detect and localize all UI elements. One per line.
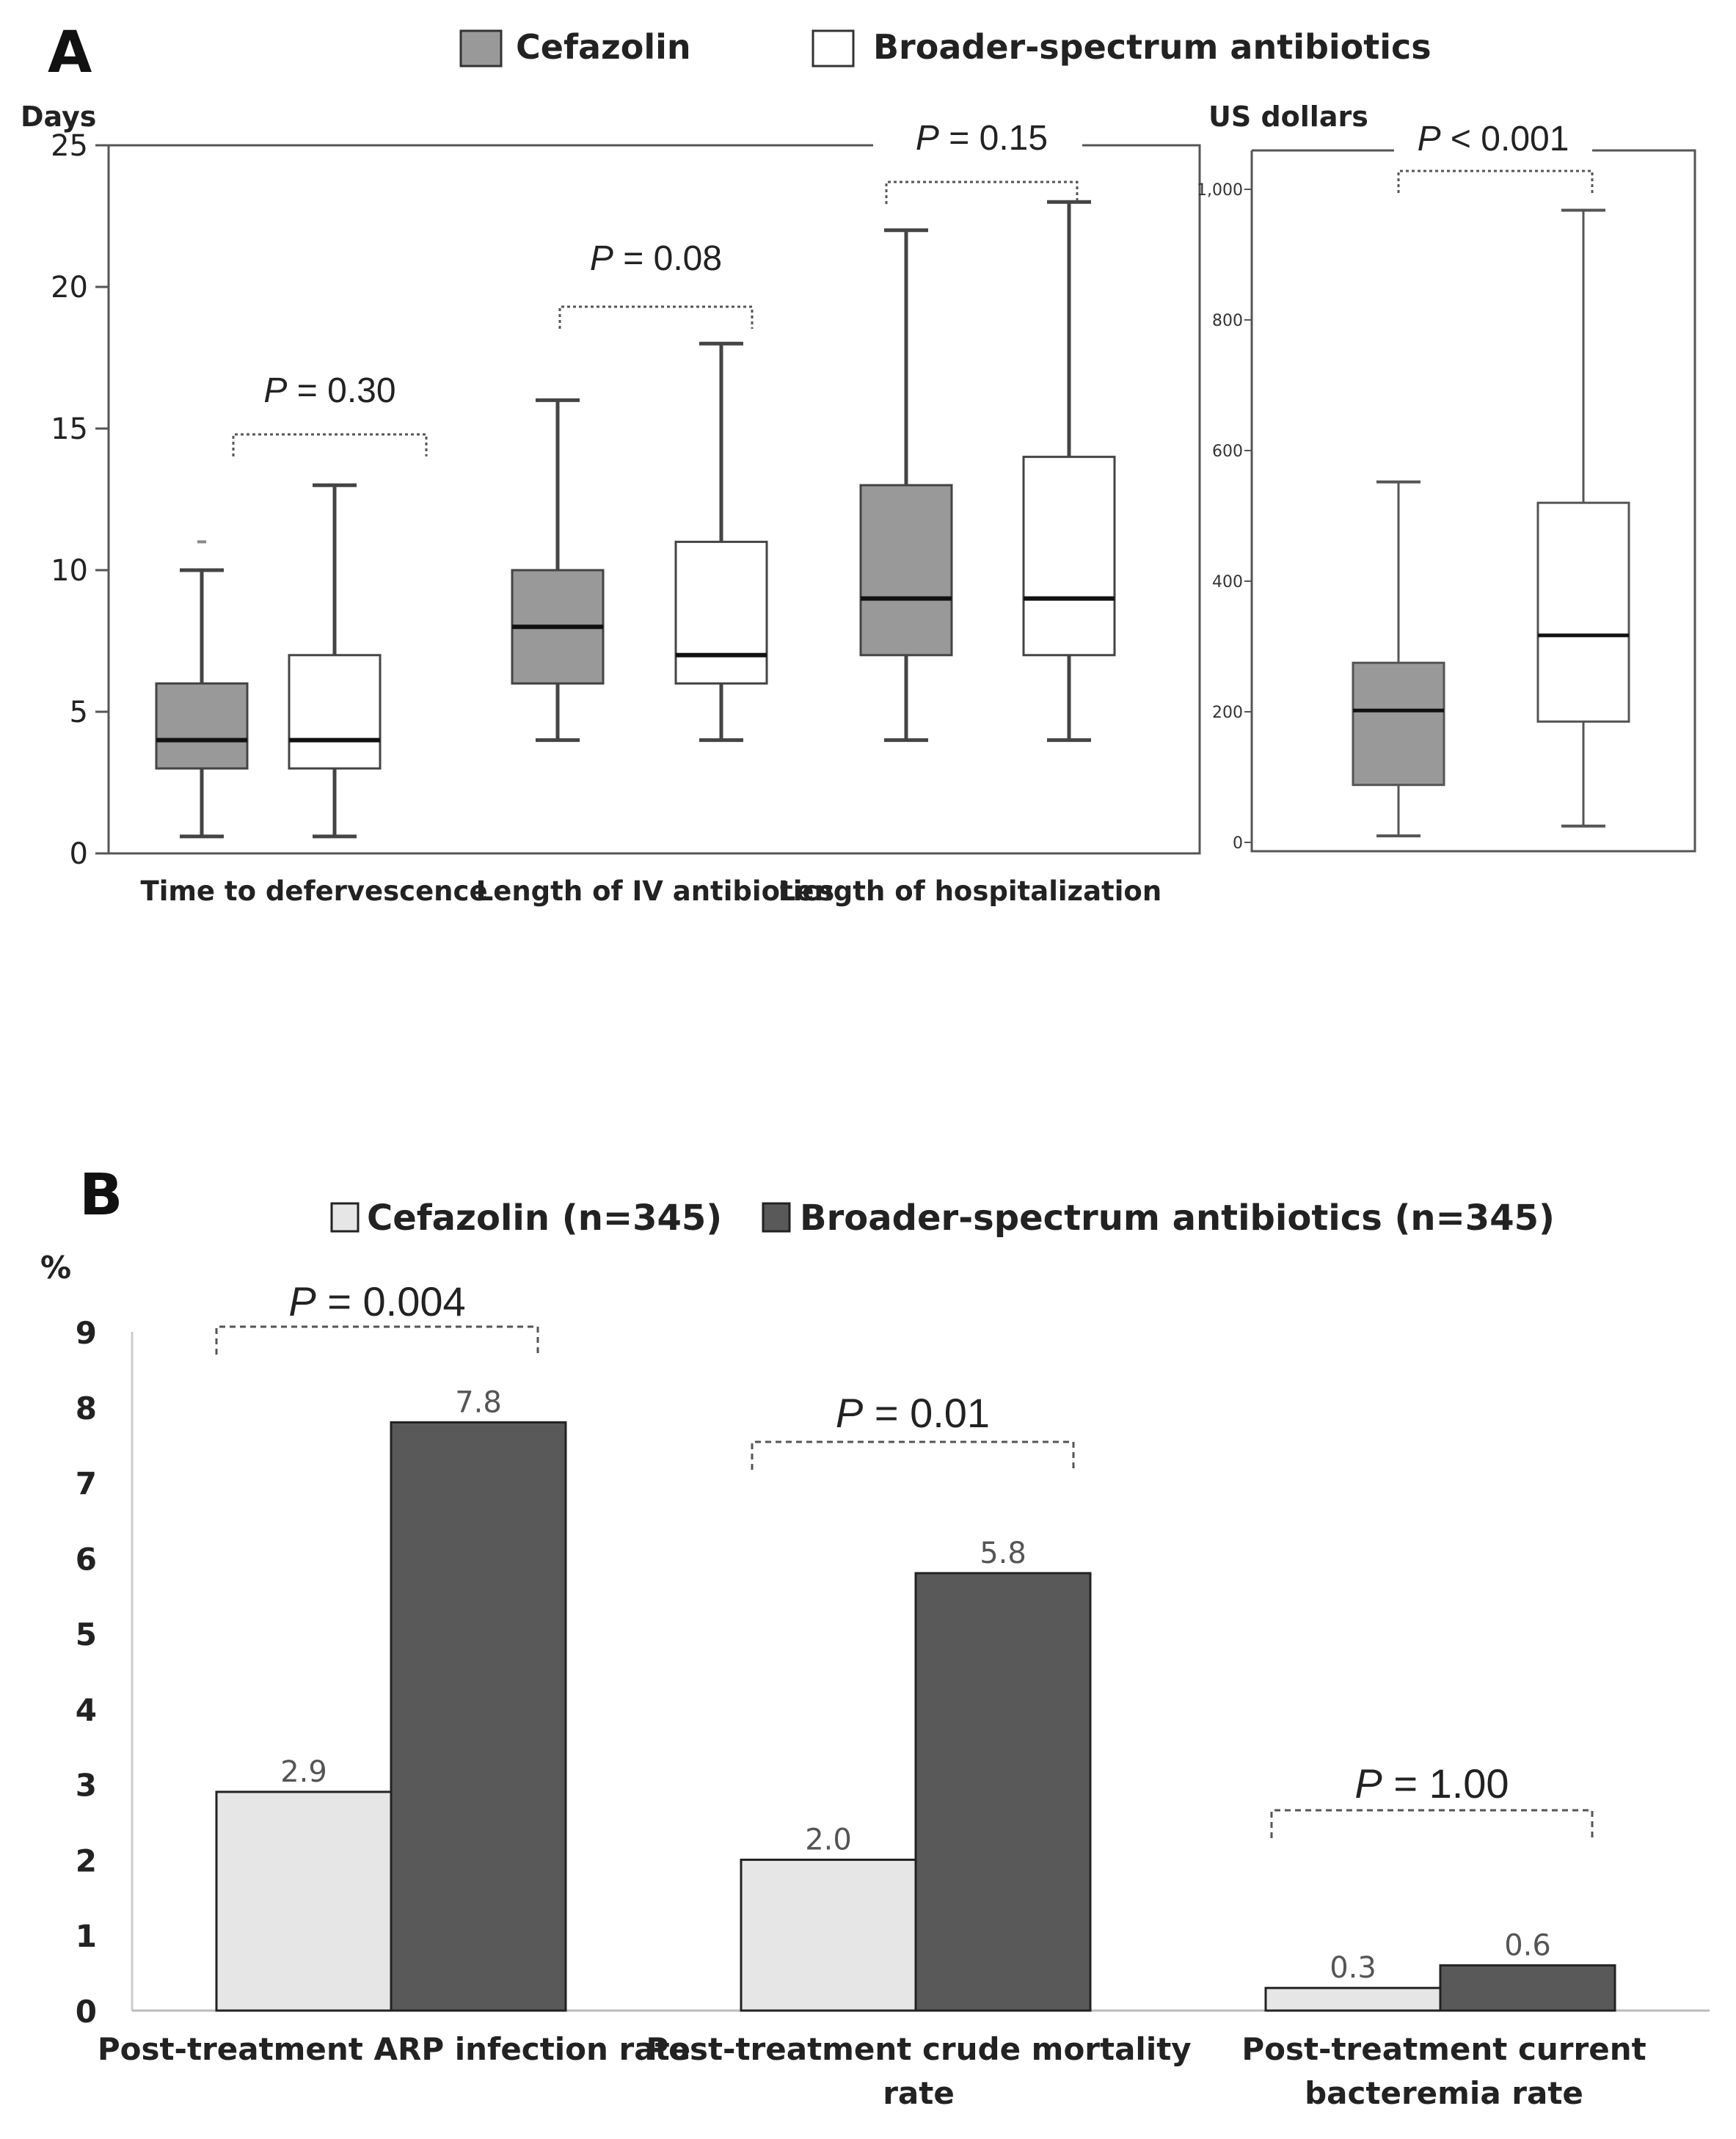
broader-bar-0 — [390, 1421, 567, 2012]
y-tick-label: 8 — [76, 1391, 97, 1426]
cost-plot-frame — [1250, 149, 1696, 853]
p-value-label-b-1: P = 0.01 — [836, 1390, 990, 1436]
legend-swatch-broader — [812, 29, 855, 68]
p-value-label-0-value: = 0.30 — [287, 371, 395, 410]
legend-swatch-cefazolin — [459, 29, 503, 68]
p-bracket-0 — [232, 433, 428, 456]
legend-swatch-cefazolin-n — [330, 1202, 360, 1233]
y-tick-label: 2 — [76, 1843, 97, 1879]
broader-bar-1-value-label: 5.8 — [980, 1537, 1026, 1570]
y-tick-label: 20 — [51, 271, 88, 305]
p-value-label-2-value: = 0.15 — [939, 119, 1048, 158]
cost-p-value-label-p: P — [1418, 120, 1441, 158]
y-tick-label: 4 — [76, 1692, 97, 1728]
x-category-label: Post-treatment ARP infection rate — [98, 2031, 690, 2067]
p-value-label-1: P = 0.08 — [590, 239, 722, 278]
p-value-label-2: P = 0.15 — [916, 119, 1048, 158]
cefazolin-bar-1 — [740, 1858, 917, 2012]
y-axis-title-days: Days — [21, 101, 96, 133]
cefazolin-bar-1-value-label: 2.0 — [805, 1823, 852, 1856]
broader-bar-0-value-label: 7.8 — [455, 1385, 502, 1419]
p-value-label-b-1-p: P — [836, 1390, 863, 1436]
legend-label-cefazolin: Cefazolin — [516, 27, 691, 67]
legend-swatch-broader-n — [762, 1202, 791, 1233]
broader-box-0 — [288, 654, 382, 770]
x-category-label: Post-treatment current — [1241, 2031, 1646, 2067]
y-tick-label: 9 — [76, 1315, 97, 1351]
p-bracket-1 — [558, 305, 754, 329]
cost-y-tick-label: 600 — [1212, 442, 1243, 461]
broader-box-2 — [1022, 456, 1116, 657]
p-value-label-0-p: P — [263, 371, 287, 410]
y-tick-label: 25 — [51, 129, 88, 163]
cost-y-tick-label: 400 — [1212, 573, 1243, 591]
broader-cost-box — [1536, 501, 1630, 723]
p-bracket-b-2 — [1270, 1809, 1594, 1838]
broader-bar-2-value-label: 0.6 — [1504, 1928, 1551, 1962]
p-value-label-b-2-value: = 1.00 — [1382, 1760, 1509, 1807]
legend-label-broader-n: Broader-spectrum antibiotics (n=345) — [800, 1198, 1555, 1239]
legend-label-cefazolin-n: Cefazolin (n=345) — [367, 1198, 722, 1239]
p-value-label-b-0: P = 0.004 — [288, 1278, 465, 1324]
cefazolin-bar-2 — [1264, 1986, 1442, 2012]
x-category-label: Length of IV antibiotics — [476, 875, 835, 907]
y-tick-label: 0 — [76, 1994, 97, 2030]
y-tick-label: 1 — [76, 1918, 97, 1954]
cost-y-tick-label: 200 — [1212, 704, 1243, 722]
p-value-label-2-p: P — [916, 119, 939, 158]
plot-frame — [107, 144, 1201, 855]
panel-a-cost: US dollars 0 200 400 600 800 1,000 P < 0.001 — [1197, 101, 1696, 853]
cost-p-value-label-value: < 0.001 — [1441, 120, 1569, 158]
cefazolin-box-0 — [155, 682, 249, 770]
p-value-label-1-p: P — [590, 239, 613, 278]
legend-label-broader: Broader-spectrum antibiotics — [873, 27, 1432, 67]
p-value-label-0: P = 0.30 — [263, 371, 395, 410]
cost-y-tick-label: 1,000 — [1197, 181, 1243, 200]
x-category-label: Post-treatment crude mortality — [646, 2031, 1191, 2067]
x-category-label: bacteremia rate — [1305, 2075, 1583, 2111]
p-value-label-1-value: = 0.08 — [613, 239, 722, 278]
p-value-label-b-2-p: P — [1354, 1760, 1382, 1807]
panel-label-b: B — [79, 1162, 123, 1228]
cefazolin-bar-0-value-label: 2.9 — [280, 1755, 327, 1789]
x-category-label: rate — [883, 2075, 955, 2111]
broader-bar-1 — [914, 1572, 1092, 2012]
p-bracket-b-1 — [751, 1440, 1075, 1470]
p-value-label-b-0-value: = 0.004 — [316, 1278, 466, 1324]
y-axis-title-percent: % — [40, 1250, 71, 1286]
cefazolin-bar-0 — [215, 1790, 393, 2012]
y-tick-label: 6 — [76, 1541, 97, 1577]
cost-p-bracket — [1397, 170, 1594, 193]
cefazolin-box-2 — [859, 484, 953, 657]
panel-a: A Cefazolin Broader-spectrum antibiotics Da… — [21, 20, 1432, 907]
y-tick-label: 3 — [76, 1768, 97, 1804]
p-value-label-b-1-value: = 0.01 — [863, 1390, 990, 1436]
cost-p-value-label: P < 0.001 — [1418, 120, 1569, 158]
y-tick-label: 15 — [51, 412, 88, 446]
y-axis-title-usd: US dollars — [1208, 101, 1368, 133]
broader-box-1 — [674, 540, 768, 685]
x-category-label: Time to defervescence — [140, 875, 487, 907]
y-tick-label: 10 — [51, 554, 88, 588]
y-tick-label: 7 — [76, 1466, 97, 1502]
x-category-label: Length of hospitalization — [778, 875, 1161, 907]
p-value-label-b-2: P = 1.00 — [1354, 1760, 1509, 1807]
y-tick-label: 0 — [70, 837, 88, 871]
panel-label-a: A — [48, 20, 92, 86]
y-tick-label: 5 — [70, 696, 88, 729]
y-tick-label: 5 — [76, 1617, 97, 1652]
cost-y-tick-label: 800 — [1212, 312, 1243, 330]
cefazolin-bar-2-value-label: 0.3 — [1330, 1951, 1376, 1985]
p-bracket-b-0 — [215, 1325, 539, 1355]
cost-y-tick-label: 0 — [1233, 834, 1243, 853]
p-bracket-2 — [885, 181, 1079, 204]
broader-bar-2 — [1439, 1964, 1616, 2012]
p-value-label-b-0-p: P — [288, 1278, 316, 1324]
cefazolin-cost-box — [1352, 661, 1445, 787]
panel-b: B Cefazolin (n=345) Broader-spectrum antib… — [40, 1162, 1710, 2111]
